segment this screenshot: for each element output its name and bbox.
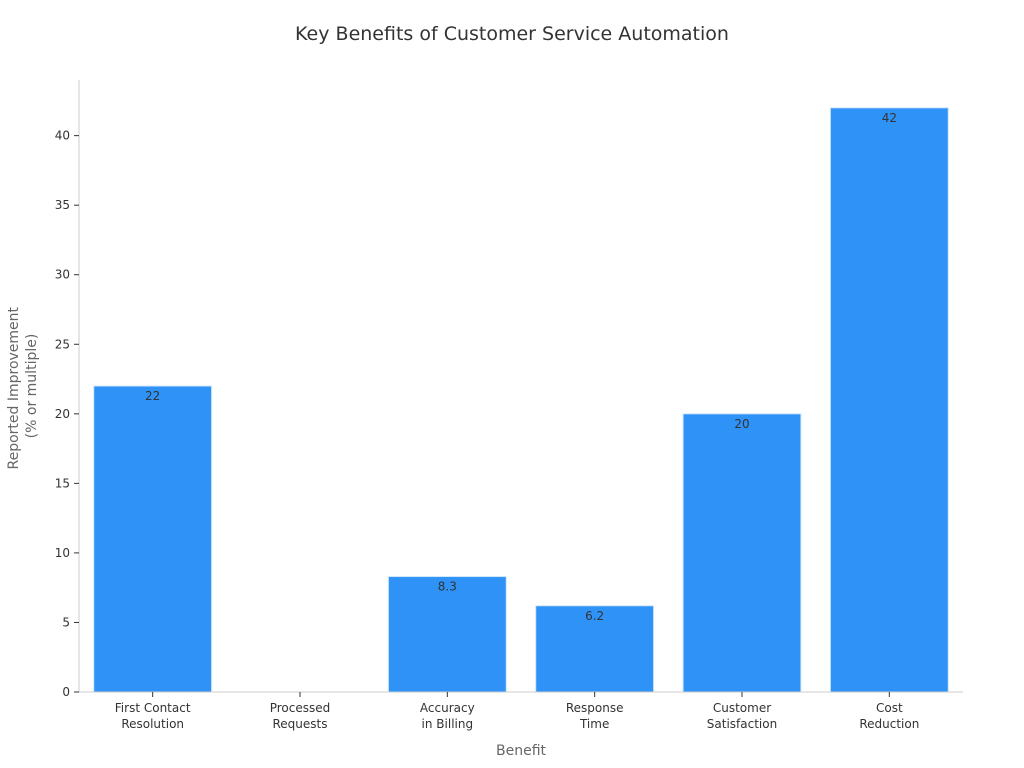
value-labels-group: 22 8.3 6.2 20 42	[145, 111, 897, 623]
y-axis-label: Reported Improvement (% or multiple)	[6, 303, 40, 470]
y-tick-label: 5	[62, 615, 70, 629]
y-tick-label: 0	[62, 685, 70, 699]
bar	[682, 413, 802, 693]
y-axis-label-line-2: (% or multiple)	[24, 334, 40, 439]
bar	[93, 385, 213, 693]
x-tick-label: Response Time	[566, 701, 624, 731]
y-tick-label: 15	[55, 476, 70, 490]
x-tick-label: Processed Requests	[270, 701, 331, 731]
y-axis: 0 5 10 15 20 25 30 35 40	[55, 80, 80, 699]
bar-value-label: 42	[882, 111, 897, 125]
y-tick-label: 30	[55, 268, 70, 282]
x-tick-label: Cost Reduction	[859, 701, 919, 731]
y-tick-label: 25	[55, 337, 70, 351]
bar	[535, 605, 655, 693]
bar-value-label: 6.2	[585, 609, 604, 623]
bar	[387, 576, 507, 693]
x-tick-label: First Contact Resolution	[115, 701, 191, 731]
y-axis-label-line-1: Reported Improvement	[6, 306, 22, 469]
bar	[829, 107, 949, 693]
x-axis-label: Benefit	[496, 743, 547, 759]
bars-group	[93, 107, 949, 693]
x-axis: First Contact Resolution Processed Requests…	[79, 691, 963, 731]
bar-value-label: 8.3	[438, 580, 457, 594]
y-tick-label: 10	[55, 546, 70, 560]
x-tick-label: Customer Satisfaction	[707, 701, 777, 731]
y-tick-label: 40	[55, 129, 70, 143]
chart-title: Key Benefits of Customer Service Automat…	[295, 23, 729, 45]
y-tick-label: 20	[55, 407, 70, 421]
bar-value-label: 22	[145, 389, 160, 403]
bar-value-label: 20	[734, 417, 749, 431]
y-tick-label: 35	[55, 198, 70, 212]
x-tick-label: Accuracy in Billing	[420, 701, 475, 731]
